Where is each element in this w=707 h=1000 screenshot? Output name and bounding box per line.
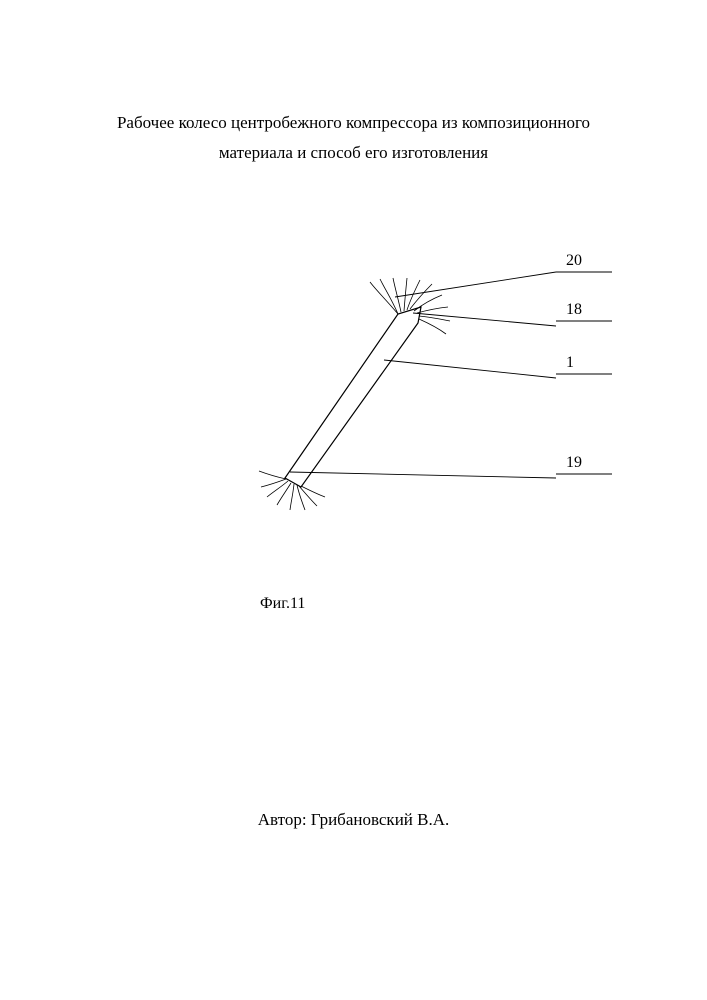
label-1: 1	[566, 354, 574, 372]
figure-caption: Фиг.11	[260, 595, 305, 613]
figure-svg	[0, 0, 707, 1000]
label-18: 18	[566, 301, 582, 319]
label-19: 19	[566, 454, 582, 472]
author-line: Автор: Грибановский В.А.	[0, 810, 707, 830]
label-20: 20	[566, 252, 582, 270]
